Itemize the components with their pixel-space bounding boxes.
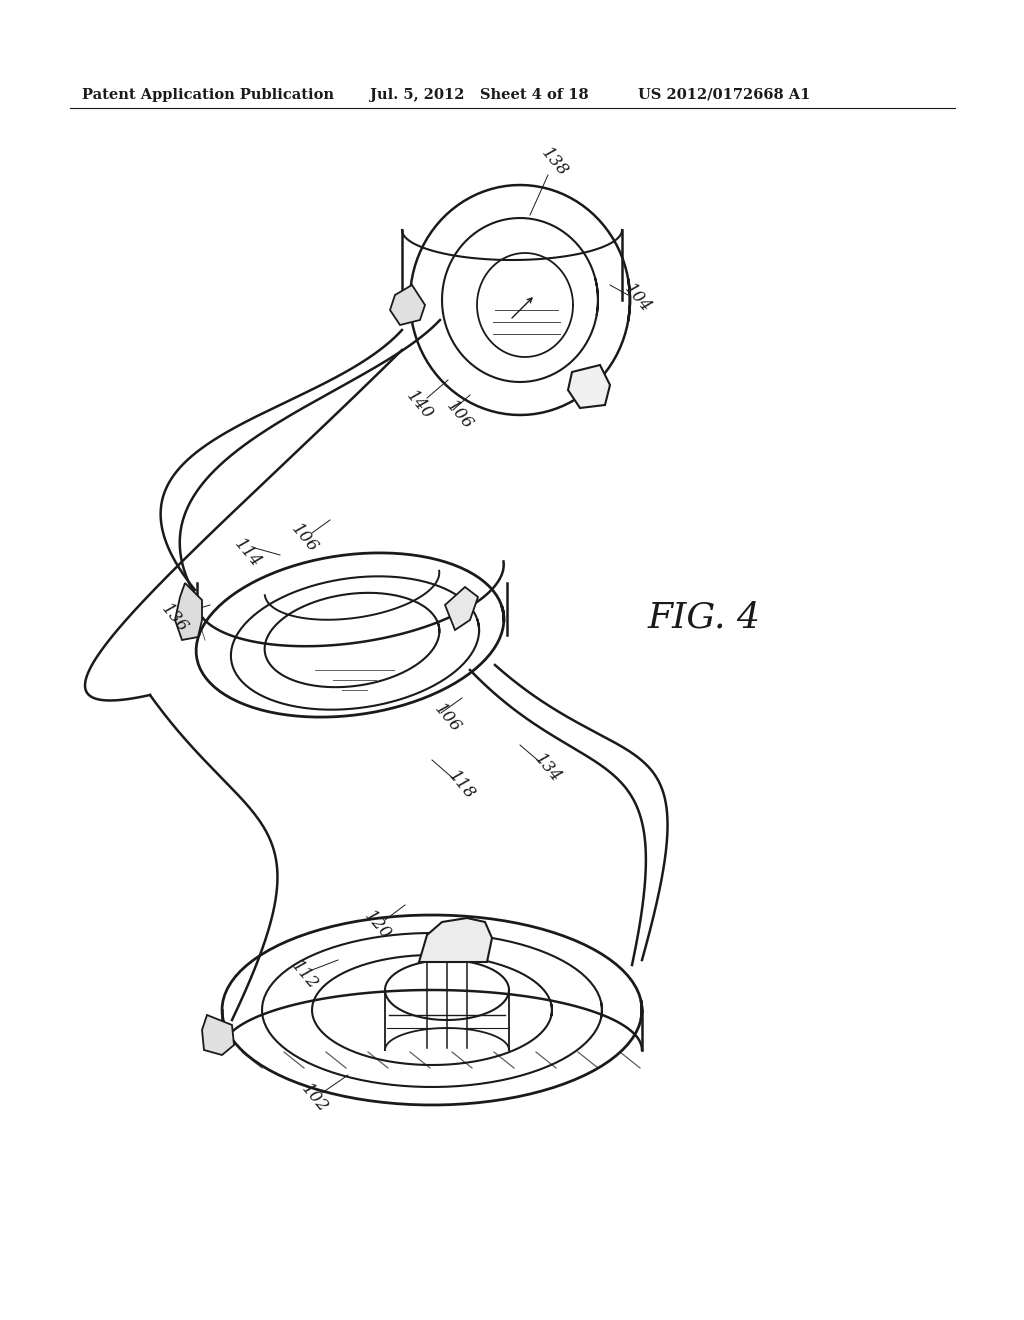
Text: 114: 114 <box>231 536 265 570</box>
Text: FIG. 4: FIG. 4 <box>648 601 761 635</box>
Text: Jul. 5, 2012   Sheet 4 of 18: Jul. 5, 2012 Sheet 4 of 18 <box>370 88 589 102</box>
Polygon shape <box>175 583 202 640</box>
Text: 106: 106 <box>431 701 465 735</box>
Text: 104: 104 <box>622 280 654 315</box>
Text: 102: 102 <box>298 1080 332 1115</box>
Text: 134: 134 <box>531 750 565 785</box>
Text: 120: 120 <box>361 907 395 942</box>
Text: 112: 112 <box>288 957 322 993</box>
Polygon shape <box>568 366 610 408</box>
Text: 136: 136 <box>159 601 191 636</box>
Polygon shape <box>390 285 425 325</box>
Text: 140: 140 <box>403 387 437 422</box>
Text: 138: 138 <box>539 144 571 180</box>
Text: 118: 118 <box>445 767 479 803</box>
Text: 106: 106 <box>288 520 322 556</box>
Polygon shape <box>419 917 492 962</box>
Text: Patent Application Publication: Patent Application Publication <box>82 88 334 102</box>
Polygon shape <box>202 1015 234 1055</box>
Text: 106: 106 <box>443 397 477 433</box>
Polygon shape <box>445 587 478 630</box>
Text: US 2012/0172668 A1: US 2012/0172668 A1 <box>638 88 810 102</box>
